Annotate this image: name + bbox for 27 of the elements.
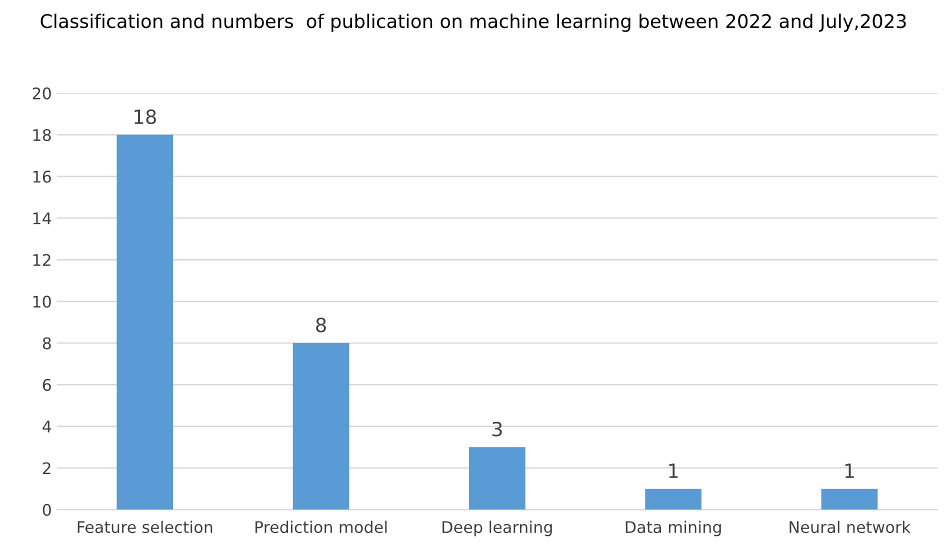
data-label: 1	[845, 464, 854, 478]
data-label: 1	[669, 464, 678, 478]
x-tick-label: Prediction model	[256, 520, 387, 534]
bar	[821, 488, 878, 510]
x-tick-label: Neural network	[790, 520, 911, 534]
y-tick-label: 14	[33, 212, 52, 224]
x-tick-label: Deep learning	[442, 520, 552, 536]
x-tick-label: Feature selection	[78, 520, 212, 534]
bar	[468, 447, 526, 510]
bar	[292, 343, 350, 510]
bar	[645, 488, 702, 510]
y-tick-label: 12	[33, 254, 50, 266]
y-tick-label: 8	[42, 337, 51, 350]
y-tick-label: 18	[33, 129, 51, 142]
y-tick-label: 10	[33, 296, 51, 308]
y-tick-label: 4	[42, 420, 52, 432]
bar	[116, 134, 174, 510]
y-tick-label: 16	[33, 170, 51, 183]
data-label: 18	[134, 109, 156, 124]
chart-title: Classification and numbers of publication on machine learning between 2022 and July,2023	[40, 14, 906, 32]
y-tick-label: 6	[42, 378, 51, 391]
y-tick-label: 2	[42, 462, 50, 474]
y-tick-label: 20	[32, 87, 51, 100]
x-tick-label: Data mining	[626, 520, 721, 536]
y-tick-label: 0	[42, 504, 51, 516]
data-label: 8	[316, 318, 326, 332]
data-label: 3	[492, 422, 502, 436]
